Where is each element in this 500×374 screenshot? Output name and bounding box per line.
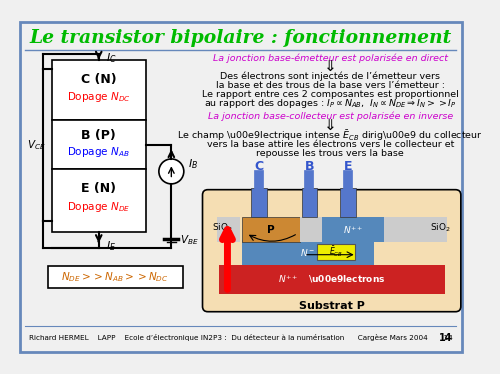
Text: $N_{DE} >> N_{AB} >> N_{DC}$: $N_{DE} >> N_{AB} >> N_{DC}$ [62, 270, 169, 284]
FancyBboxPatch shape [202, 190, 461, 312]
Text: Des électrons sont injectés de l’émetteur vers: Des électrons sont injectés de l’émetteu… [220, 72, 440, 81]
Text: B (P): B (P) [82, 129, 116, 142]
Text: La jonction base-collecteur est polarisée en inverse: La jonction base-collecteur est polarisé… [208, 112, 453, 122]
Text: la base et des trous de la base vers l’émetteur :: la base et des trous de la base vers l’é… [216, 81, 445, 90]
Text: Le champ \u00e9lectrique intense $\bar{E}_{CB}$ dirig\u00e9 du collecteur: Le champ \u00e9lectrique intense $\bar{E… [178, 128, 483, 143]
Text: Dopage $N_{AB}$: Dopage $N_{AB}$ [68, 145, 130, 159]
Text: $V_{BE}$: $V_{BE}$ [180, 233, 199, 247]
FancyBboxPatch shape [48, 266, 183, 288]
Circle shape [159, 159, 184, 184]
Bar [217, 217, 240, 242]
Text: Dopage $N_{DC}$: Dopage $N_{DC}$ [67, 90, 130, 104]
Bar [242, 240, 374, 266]
Text: $I_B$: $I_B$ [188, 157, 198, 171]
Bar [300, 217, 322, 242]
Text: ⇓: ⇓ [324, 59, 336, 74]
Text: au rapport des dopages : $I_P \propto N_{AB}$,  $I_N \propto N_{DE} \Rightarrow : au rapport des dopages : $I_P \propto N_… [204, 97, 457, 110]
Text: B: B [304, 160, 314, 173]
Text: $N^{++}$   \u00e9lectrons: $N^{++}$ \u00e9lectrons [278, 274, 386, 285]
Bar [242, 217, 300, 242]
Text: vers la base attire les électrons vers le collecteur et: vers la base attire les électrons vers l… [206, 140, 454, 149]
Text: E: E [344, 160, 352, 173]
Text: SiO$_2$: SiO$_2$ [430, 222, 451, 234]
Text: 14: 14 [439, 332, 452, 343]
Text: Richard HERMEL    LAPP    Ecole d’électronique IN2P3 :  Du détecteur à la numéri: Richard HERMEL LAPP Ecole d’électronique… [29, 334, 452, 341]
Text: repousse les trous vers la base: repousse les trous vers la base [256, 148, 404, 158]
Text: $\bar{E}_{CB}$: $\bar{E}_{CB}$ [329, 245, 343, 259]
Bar [52, 120, 146, 169]
FancyBboxPatch shape [20, 22, 462, 352]
Bar [340, 188, 355, 217]
Text: ⇓: ⇓ [324, 118, 336, 133]
Text: Le rapport entre ces 2 composantes est proportionnel: Le rapport entre ces 2 composantes est p… [202, 90, 458, 99]
Bar [218, 266, 445, 294]
Text: Substrat P: Substrat P [298, 301, 364, 311]
Text: C (N): C (N) [81, 73, 116, 86]
Text: C: C [254, 160, 263, 173]
Text: $I_E$: $I_E$ [106, 239, 116, 253]
Text: SiO$_2$: SiO$_2$ [212, 222, 233, 234]
Text: $V_{CE}$: $V_{CE}$ [26, 138, 46, 152]
Text: Dopage $N_{DE}$: Dopage $N_{DE}$ [67, 200, 130, 214]
Text: $N^-$: $N^-$ [300, 248, 316, 258]
Bar [250, 188, 266, 217]
Bar [384, 217, 446, 242]
Text: $I_C$: $I_C$ [106, 51, 117, 65]
Text: E (N): E (N) [81, 182, 116, 195]
Bar [302, 188, 316, 217]
Text: $N^{++}$: $N^{++}$ [343, 224, 363, 236]
Bar [318, 244, 355, 260]
Text: P: P [267, 225, 274, 235]
Bar [52, 169, 146, 232]
Text: Le transistor bipolaire : fonctionnement: Le transistor bipolaire : fonctionnement [30, 29, 452, 47]
Bar [52, 59, 146, 120]
Text: La jonction base-émetteur est polarisée en direct: La jonction base-émetteur est polarisée … [213, 53, 448, 62]
Bar [322, 217, 384, 242]
